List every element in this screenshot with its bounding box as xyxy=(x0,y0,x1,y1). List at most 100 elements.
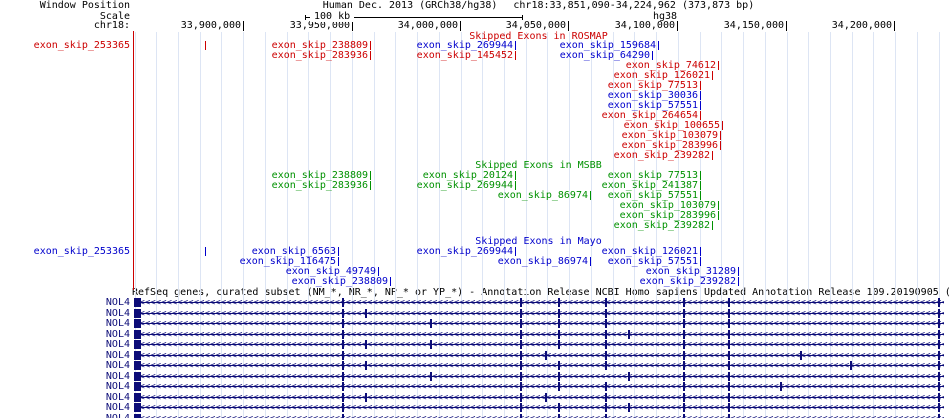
exon-skip-item-label[interactable]: exon_skip_100655 xyxy=(623,120,720,131)
gene-label[interactable]: NOL4 xyxy=(105,328,130,340)
position-label[interactable]: chr18:33,851,090-34,224,962 (373,873 bp) xyxy=(513,0,755,11)
gene-label[interactable]: NOL4 xyxy=(105,318,130,329)
gene-label[interactable]: NOL4 xyxy=(105,402,130,413)
exon-skip-item-label[interactable]: exon_skip_126021 xyxy=(601,246,698,257)
exon-skip-item-label[interactable]: exon_skip_6563 xyxy=(251,246,336,257)
exon-skip-item-tick[interactable] xyxy=(338,247,339,256)
exon-skip-item-tick[interactable] xyxy=(720,141,721,150)
exon-skip-item-tick[interactable] xyxy=(515,181,516,190)
exon-skip-item-label[interactable]: exon_skip_264654 xyxy=(601,110,698,121)
exon-block xyxy=(728,350,730,360)
gene-label[interactable]: NOL4 xyxy=(105,370,130,382)
exon-skip-item-tick[interactable] xyxy=(700,181,701,190)
exon-skip-item-tick[interactable] xyxy=(370,41,371,50)
gene-label[interactable]: NOL4 xyxy=(105,391,130,403)
exon-skip-item-label[interactable]: exon_skip_49749 xyxy=(285,266,376,277)
exon-skip-item-label[interactable]: exon_skip_159684 xyxy=(559,40,656,51)
exon-skip-item-label[interactable]: exon_skip_77513 xyxy=(607,170,698,181)
exon-skip-item-label[interactable]: exon_skip_57551 xyxy=(607,100,698,111)
exon-skip-item-label[interactable]: exon_skip_126021 xyxy=(613,70,710,81)
exon-skip-item-label[interactable]: exon_skip_238809 xyxy=(291,276,388,287)
gene-label[interactable]: NOL4 xyxy=(105,297,130,308)
exon-skip-item-tick[interactable] xyxy=(700,101,701,110)
track-title-mayo[interactable]: Skipped Exons in Mayo xyxy=(475,236,602,247)
exon-skip-item-tick[interactable] xyxy=(590,257,591,266)
exon-skip-item-label[interactable]: exon_skip_239282 xyxy=(639,276,736,287)
exon-skip-item-tick[interactable] xyxy=(712,151,713,160)
exon-skip-item-label[interactable]: exon_skip_283936 xyxy=(271,180,368,191)
gene-label[interactable]: NOL4 xyxy=(105,412,130,418)
exon-skip-item-label[interactable]: exon_skip_86974 xyxy=(497,190,588,201)
exon-skip-item-label[interactable]: exon_skip_74612 xyxy=(625,60,716,71)
exon-skip-item-label[interactable]: exon_skip_269944 xyxy=(416,246,513,257)
exon-skip-item-tick[interactable] xyxy=(700,81,701,90)
exon-skip-item-tick[interactable] xyxy=(700,191,701,200)
exon-skip-item-tick[interactable] xyxy=(205,247,206,256)
gene-label[interactable]: NOL4 xyxy=(105,307,130,319)
exon-skip-item-label[interactable]: exon_skip_241387 xyxy=(601,180,698,191)
exon-skip-item-label[interactable]: exon_skip_283936 xyxy=(271,50,368,61)
refseq-track-title[interactable]: RefSeq genes, curated subset (NM_*, NR_*… xyxy=(132,287,950,298)
exon-skip-item-label[interactable]: exon_skip_31289 xyxy=(645,266,736,277)
exon-skip-item-tick[interactable] xyxy=(738,267,739,276)
exon-skip-item-label[interactable]: exon_skip_145452 xyxy=(416,50,513,61)
track-title-rosmap[interactable]: Skipped Exons in ROSMAP xyxy=(469,31,608,42)
exon-skip-item-tick[interactable] xyxy=(720,131,721,140)
exon-skip-item-tick[interactable] xyxy=(700,111,701,120)
exon-skip-item-label[interactable]: exon_skip_20124 xyxy=(422,170,513,181)
exon-skip-item-tick[interactable] xyxy=(205,41,206,50)
exon-skip-item-label[interactable]: exon_skip_103079 xyxy=(619,200,716,211)
exon-skip-item-tick[interactable] xyxy=(712,221,713,230)
exon-skip-item-tick[interactable] xyxy=(378,267,379,276)
exon-skip-item-label[interactable]: exon_skip_30036 xyxy=(607,90,698,101)
ruler-tick-label: 34,000,000 xyxy=(397,20,458,31)
exon-skip-item-tick[interactable] xyxy=(700,91,701,100)
exon-skip-item-label[interactable]: exon_skip_64290 xyxy=(559,50,650,61)
exon-skip-item-tick[interactable] xyxy=(718,61,719,70)
exon-skip-item-tick[interactable] xyxy=(700,247,701,256)
exon-skip-item-label[interactable]: exon_skip_283996 xyxy=(621,140,718,151)
exon-skip-item-tick[interactable] xyxy=(658,41,659,50)
exon-skip-item-tick[interactable] xyxy=(390,277,391,286)
track-title-msbb[interactable]: Skipped Exons in MSBB xyxy=(475,160,602,171)
exon-skip-item-label[interactable]: exon_skip_283996 xyxy=(619,210,716,221)
exon-skip-item-label[interactable]: exon_skip_57551 xyxy=(607,190,698,201)
exon-skip-item-label[interactable]: exon_skip_239282 xyxy=(613,220,710,231)
exon-skip-item-tick[interactable] xyxy=(370,181,371,190)
exon-skip-item-tick[interactable] xyxy=(652,51,653,60)
exon-skip-item-label[interactable]: exon_skip_269944 xyxy=(416,40,513,51)
exon-skip-item-label[interactable]: exon_skip_253365 xyxy=(33,40,130,51)
guideline xyxy=(351,32,353,418)
exon-skip-item-label[interactable]: exon_skip_103079 xyxy=(621,130,718,141)
exon-skip-item-label[interactable]: exon_skip_238809 xyxy=(271,40,368,51)
exon-skip-item-tick[interactable] xyxy=(338,257,339,266)
exon-skip-item-tick[interactable] xyxy=(700,257,701,266)
exon-skip-item-tick[interactable] xyxy=(370,51,371,60)
exon-block xyxy=(520,350,522,360)
gene-label[interactable]: NOL4 xyxy=(105,339,130,350)
exon-skip-item-label[interactable]: exon_skip_239282 xyxy=(613,150,710,161)
exon-skip-item-tick[interactable] xyxy=(515,247,516,256)
exon-skip-item-tick[interactable] xyxy=(515,171,516,180)
gene-label[interactable]: NOL4 xyxy=(105,360,130,371)
exon-skip-item-label[interactable]: exon_skip_253365 xyxy=(33,246,130,257)
exon-skip-item-tick[interactable] xyxy=(738,277,739,286)
exon-skip-item-tick[interactable] xyxy=(515,41,516,50)
exon-skip-item-label[interactable]: exon_skip_116475 xyxy=(239,256,336,267)
exon-skip-item-label[interactable]: exon_skip_238809 xyxy=(271,170,368,181)
exon-skip-item-tick[interactable] xyxy=(718,211,719,220)
exon-skip-item-tick[interactable] xyxy=(722,121,723,130)
exon-skip-item-tick[interactable] xyxy=(590,191,591,200)
exon-skip-item-tick[interactable] xyxy=(700,171,701,180)
gene-label[interactable]: NOL4 xyxy=(105,349,130,361)
exon-skip-item-tick[interactable] xyxy=(712,71,713,80)
exon-skip-item-label[interactable]: exon_skip_77513 xyxy=(607,80,698,91)
gene-label[interactable]: NOL4 xyxy=(105,381,130,392)
exon-skip-item-tick[interactable] xyxy=(515,51,516,60)
exon-skip-item-label[interactable]: exon_skip_57551 xyxy=(607,256,698,267)
exon-skip-item-tick[interactable] xyxy=(718,201,719,210)
exon-skip-item-label[interactable]: exon_skip_86974 xyxy=(497,256,588,267)
exon-skip-item-tick[interactable] xyxy=(370,171,371,180)
exon-skip-item-label[interactable]: exon_skip_269944 xyxy=(416,180,513,191)
